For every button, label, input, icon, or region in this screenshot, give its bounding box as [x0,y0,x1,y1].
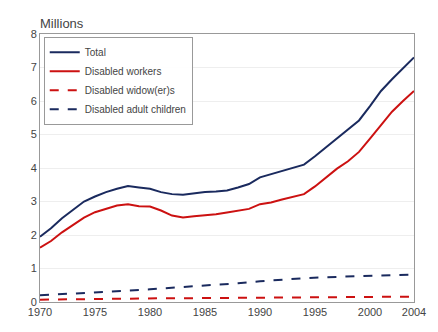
svg-text:1990: 1990 [248,306,272,318]
svg-text:Disabled workers: Disabled workers [85,66,162,77]
svg-text:Total: Total [85,47,106,58]
svg-text:5: 5 [31,128,37,140]
svg-text:3: 3 [31,195,37,207]
svg-text:6: 6 [31,95,37,107]
svg-text:1970: 1970 [28,306,52,318]
svg-text:Disabled widow(er)s: Disabled widow(er)s [85,85,175,96]
svg-text:1985: 1985 [193,306,217,318]
svg-text:1995: 1995 [303,306,327,318]
svg-text:8: 8 [31,28,37,40]
svg-text:2: 2 [31,229,37,241]
svg-text:Millions: Millions [40,16,84,31]
svg-text:7: 7 [31,61,37,73]
svg-text:4: 4 [31,162,37,174]
svg-text:0: 0 [31,296,37,308]
svg-text:1975: 1975 [83,306,107,318]
svg-text:Disabled adult children: Disabled adult children [85,104,186,115]
svg-text:2000: 2000 [358,306,382,318]
svg-text:1: 1 [31,262,37,274]
svg-text:2004: 2004 [402,306,426,318]
svg-text:1980: 1980 [138,306,162,318]
